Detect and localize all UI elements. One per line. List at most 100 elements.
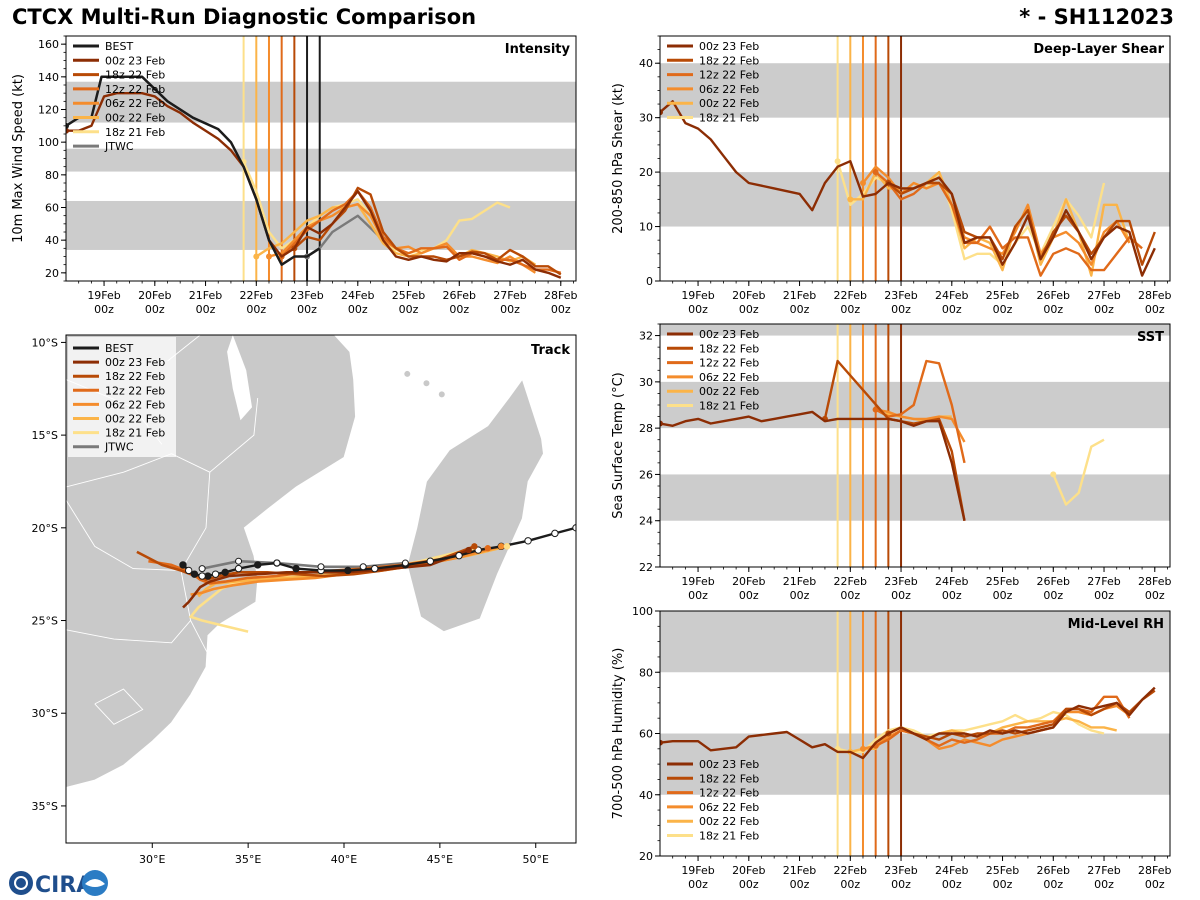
intensity-series-start-00z-22-feb bbox=[253, 253, 260, 260]
rh-ytick-label: 100 bbox=[632, 605, 653, 618]
intensity-ylabel: 10m Max Wind Speed (kt) bbox=[11, 74, 26, 243]
rh-xtick-label: 21Feb 00z bbox=[783, 864, 816, 891]
track-ytick-label: 30°S bbox=[32, 707, 58, 720]
intensity-series-06z-22-feb bbox=[268, 202, 537, 274]
sst-legend-item: 00z 22 Feb bbox=[699, 385, 759, 398]
rh-xtick-label: 20Feb 00z bbox=[732, 864, 765, 891]
sst-title: SST bbox=[1137, 330, 1164, 345]
rh-legend-item: 18z 22 Feb bbox=[699, 772, 759, 785]
sst-panel: 22 24 26 28 30 32 19Feb 00z 20Feb 00z 21Feb 00z 22Fe… bbox=[611, 323, 1172, 602]
track-point-jtwc bbox=[198, 565, 206, 573]
intensity-series-start-00z-23-feb bbox=[66, 127, 69, 134]
intensity-ytick-label: 20 bbox=[45, 267, 59, 280]
shear-series-start-06z-22-feb bbox=[859, 180, 866, 186]
track-point-jtwc bbox=[317, 563, 325, 571]
track-xtick-label: 40°E bbox=[331, 853, 357, 866]
rh-ylabel: 700-500 hPa Humidity (%) bbox=[611, 648, 626, 820]
sst-ytick-label: 30 bbox=[639, 376, 653, 389]
track-start-18z-22-feb bbox=[471, 543, 478, 550]
sst-band bbox=[660, 474, 1170, 521]
track-point-jtwc bbox=[235, 557, 243, 565]
track-ytick-label: 35°S bbox=[32, 800, 58, 813]
sst-band bbox=[660, 381, 1170, 429]
shear-series-00z-23-feb bbox=[660, 100, 1156, 277]
intensity-legend-item: JTWC bbox=[104, 140, 134, 153]
sst-xtick-label: 19Feb 00z bbox=[681, 575, 714, 602]
sst-legend-item: 00z 23 Feb bbox=[699, 328, 759, 341]
track-start-00z-23-feb bbox=[465, 546, 472, 554]
sst-ylabel: Sea Surface Temp (°C) bbox=[611, 372, 626, 519]
track-point-best bbox=[455, 551, 463, 560]
intensity-ytick-label: 100 bbox=[38, 136, 59, 149]
sst-xtick-label: 20Feb 00z bbox=[732, 575, 765, 602]
madagascar-landmass bbox=[406, 378, 544, 633]
rh-xtick-label: 22Feb 00z bbox=[834, 864, 867, 891]
track-legend-item: 06z 22 Feb bbox=[105, 398, 165, 411]
intensity-ytick-label: 140 bbox=[38, 71, 59, 84]
track-frame bbox=[65, 334, 577, 844]
intensity-xtick-label: 26Feb 00z bbox=[443, 289, 476, 316]
intensity-xtick-label: 24Feb 00z bbox=[341, 289, 374, 316]
sst-xtick-label: 24Feb 00z bbox=[935, 575, 968, 602]
track-point-jtwc bbox=[359, 563, 367, 571]
sst-xtick-label: 25Feb 00z bbox=[986, 575, 1019, 602]
rh-ytick-label: 80 bbox=[639, 666, 653, 679]
intensity-series-start-best bbox=[66, 122, 69, 129]
intensity-xtick-label: 23Feb 00z bbox=[290, 289, 323, 316]
track-point-best bbox=[198, 572, 206, 580]
shear-series-18z-22-feb bbox=[887, 181, 1156, 266]
track-ytick-label: 25°S bbox=[32, 615, 58, 628]
shear-legend-item: 06z 22 Feb bbox=[699, 83, 759, 96]
track-point-best bbox=[185, 566, 193, 575]
track-legend-item: 00z 23 Feb bbox=[105, 356, 165, 369]
shear-ylabel: 200-850 hPa Shear (kt) bbox=[611, 83, 626, 234]
track-ytick-label: 20°S bbox=[32, 522, 58, 535]
intensity-legend-item: 18z 21 Feb bbox=[105, 126, 165, 139]
rh-ytick-label: 40 bbox=[639, 789, 653, 802]
shear-xtick-label: 22Feb 00z bbox=[834, 289, 867, 316]
intensity-legend-item: 12z 22 Feb bbox=[105, 83, 165, 96]
track-legend-item: JTWC bbox=[104, 441, 134, 454]
sst-ytick-label: 28 bbox=[639, 422, 653, 435]
shear-series-start-18z-21-feb bbox=[834, 158, 841, 165]
track-map-area bbox=[66, 335, 576, 843]
rh-legend-item: 00z 23 Feb bbox=[699, 758, 759, 771]
intensity-xtick-label: 27Feb 00z bbox=[493, 289, 526, 316]
shear-legend-item: 18z 21 Feb bbox=[699, 112, 759, 125]
rh-legend-item: 12z 22 Feb bbox=[699, 787, 759, 800]
shear-panel: 0 10 20 30 40 19Feb 00z 20Feb 00z 21Feb 00z 22Feb 00… bbox=[611, 35, 1172, 316]
rh-band bbox=[660, 733, 1170, 795]
track-legend-item: 12z 22 Feb bbox=[105, 384, 165, 397]
intensity-xtick-label: 22Feb 00z bbox=[240, 289, 273, 316]
shear-xtick-label: 25Feb 00z bbox=[986, 289, 1019, 316]
lake-malawi bbox=[227, 335, 252, 421]
intensity-series-00z-23-feb bbox=[66, 92, 562, 279]
intensity-legend-item: 06z 22 Feb bbox=[105, 97, 165, 110]
country-border bbox=[209, 397, 259, 473]
rh-ytick-label: 60 bbox=[639, 728, 653, 741]
sst-ytick-label: 22 bbox=[639, 561, 653, 574]
track-ytick-label: 10°S bbox=[32, 336, 58, 349]
intensity-xtick-label: 21Feb 00z bbox=[189, 289, 222, 316]
rh-xtick-label: 24Feb 00z bbox=[935, 864, 968, 891]
sst-series-start-00z-23-feb bbox=[660, 420, 663, 427]
track-point-best bbox=[211, 570, 220, 578]
intensity-series-start-06z-22-feb bbox=[265, 253, 272, 260]
shear-band bbox=[660, 63, 1170, 118]
track-xtick-label: 35°E bbox=[235, 853, 261, 866]
rh-xtick-label: 27Feb 00z bbox=[1087, 864, 1120, 891]
page-title: CTCX Multi-Run Diagnostic Comparison bbox=[12, 5, 477, 29]
comoros-island bbox=[404, 370, 411, 377]
track-panel: 30°E 35°E 40°E 45°E 50°E 10°S 15°S 20°S 25°S 30°S… bbox=[32, 334, 577, 866]
shear-xtick-label: 19Feb 00z bbox=[681, 289, 714, 316]
track-point-best bbox=[234, 564, 243, 573]
shear-xtick-label: 23Feb 00z bbox=[884, 289, 917, 316]
track-point-best bbox=[292, 564, 300, 573]
sst-series-12z-22-feb bbox=[875, 359, 966, 464]
shear-plot-area bbox=[660, 36, 1170, 281]
sst-xtick-label: 21Feb 00z bbox=[783, 575, 816, 602]
rh-series-00z-23-feb bbox=[660, 686, 1156, 760]
country-border bbox=[66, 620, 191, 644]
rh-xtick-label: 26Feb 00z bbox=[1037, 864, 1070, 891]
track-point-best bbox=[221, 568, 229, 577]
